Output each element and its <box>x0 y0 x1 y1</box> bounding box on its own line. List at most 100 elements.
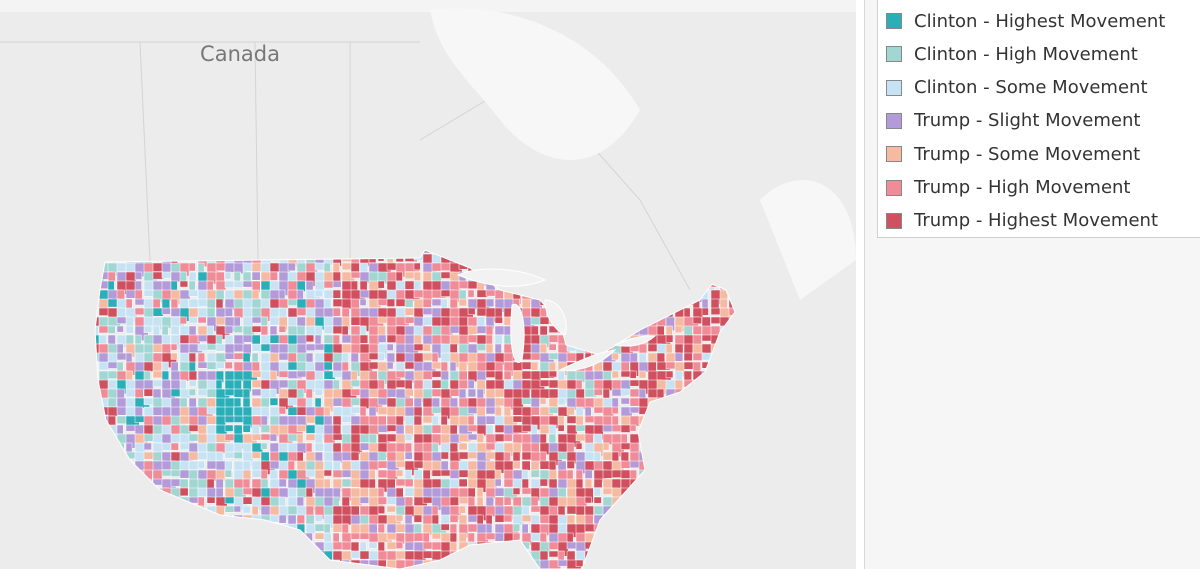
county <box>233 442 243 453</box>
county <box>359 280 368 292</box>
county <box>278 370 290 378</box>
legend-item[interactable]: Trump - High Movement <box>886 177 1131 199</box>
county <box>458 451 470 460</box>
county <box>233 379 242 391</box>
county <box>386 478 396 490</box>
county <box>359 325 367 336</box>
county <box>395 298 407 307</box>
county <box>143 352 155 363</box>
county <box>422 370 433 380</box>
county <box>260 469 268 480</box>
county <box>458 379 469 389</box>
county <box>287 307 298 318</box>
county <box>143 379 154 390</box>
county <box>314 514 323 522</box>
county <box>458 505 466 514</box>
legend-item[interactable]: Trump - Slight Movement <box>886 110 1140 132</box>
county <box>170 325 180 335</box>
county <box>350 343 361 354</box>
county <box>215 334 223 346</box>
legend-swatch <box>886 146 902 163</box>
county <box>269 514 280 523</box>
county <box>692 334 702 345</box>
county <box>386 343 394 351</box>
county <box>95 325 99 336</box>
county <box>323 280 334 289</box>
county <box>161 451 172 463</box>
county <box>494 361 504 372</box>
legend-swatch <box>886 79 902 96</box>
county <box>179 280 189 288</box>
county <box>197 370 209 381</box>
county <box>530 406 540 416</box>
county <box>269 397 279 406</box>
county <box>485 451 496 460</box>
county <box>107 325 116 334</box>
sidebar: Clinton - Highest Movement Clinton - High… <box>864 0 1200 569</box>
county <box>332 307 341 317</box>
county <box>188 289 199 297</box>
legend-swatch <box>886 13 902 29</box>
county <box>161 307 171 315</box>
county <box>377 460 388 469</box>
county <box>368 541 378 549</box>
county <box>548 505 558 517</box>
county <box>431 370 442 378</box>
county <box>359 433 370 443</box>
county <box>476 343 486 351</box>
county <box>197 460 205 469</box>
county <box>134 334 142 345</box>
county <box>350 370 358 382</box>
map: Canada <box>0 0 856 569</box>
legend-label: Clinton - Some Movement <box>914 77 1148 99</box>
county <box>539 478 548 487</box>
county <box>593 478 603 488</box>
county <box>359 262 369 274</box>
county <box>386 379 397 390</box>
county <box>422 388 433 399</box>
county <box>449 343 458 353</box>
county <box>377 496 387 505</box>
county <box>503 451 511 462</box>
county <box>539 397 547 405</box>
county <box>215 361 225 369</box>
county <box>368 361 379 370</box>
county <box>197 316 207 324</box>
county <box>512 406 524 416</box>
county <box>620 442 631 450</box>
county <box>440 469 451 477</box>
county <box>332 442 342 453</box>
county <box>449 514 459 523</box>
legend-item[interactable]: Trump - Highest Movement <box>886 210 1158 232</box>
county <box>296 289 304 301</box>
county <box>251 451 261 459</box>
county <box>350 316 362 326</box>
county <box>269 388 277 398</box>
county <box>638 397 649 409</box>
county <box>224 433 235 441</box>
county <box>503 496 512 506</box>
county <box>224 352 236 360</box>
legend-item[interactable]: Clinton - Highest Movement <box>886 10 1165 32</box>
county <box>395 478 406 487</box>
county <box>521 298 531 309</box>
county <box>215 343 227 352</box>
legend-item[interactable]: Clinton - Some Movement <box>886 77 1148 99</box>
county <box>395 469 404 477</box>
legend-item[interactable]: Trump - Some Movement <box>886 143 1140 165</box>
county <box>368 460 380 471</box>
county <box>350 478 362 488</box>
county <box>557 424 565 432</box>
county <box>197 487 208 498</box>
county <box>467 388 477 398</box>
county <box>593 388 603 396</box>
county <box>107 397 117 408</box>
county <box>359 487 369 498</box>
county <box>287 298 299 306</box>
county <box>179 334 191 344</box>
legend-item[interactable]: Clinton - High Movement <box>886 43 1138 65</box>
county <box>341 325 349 336</box>
county <box>476 433 485 443</box>
county <box>341 262 353 271</box>
county <box>332 280 342 288</box>
